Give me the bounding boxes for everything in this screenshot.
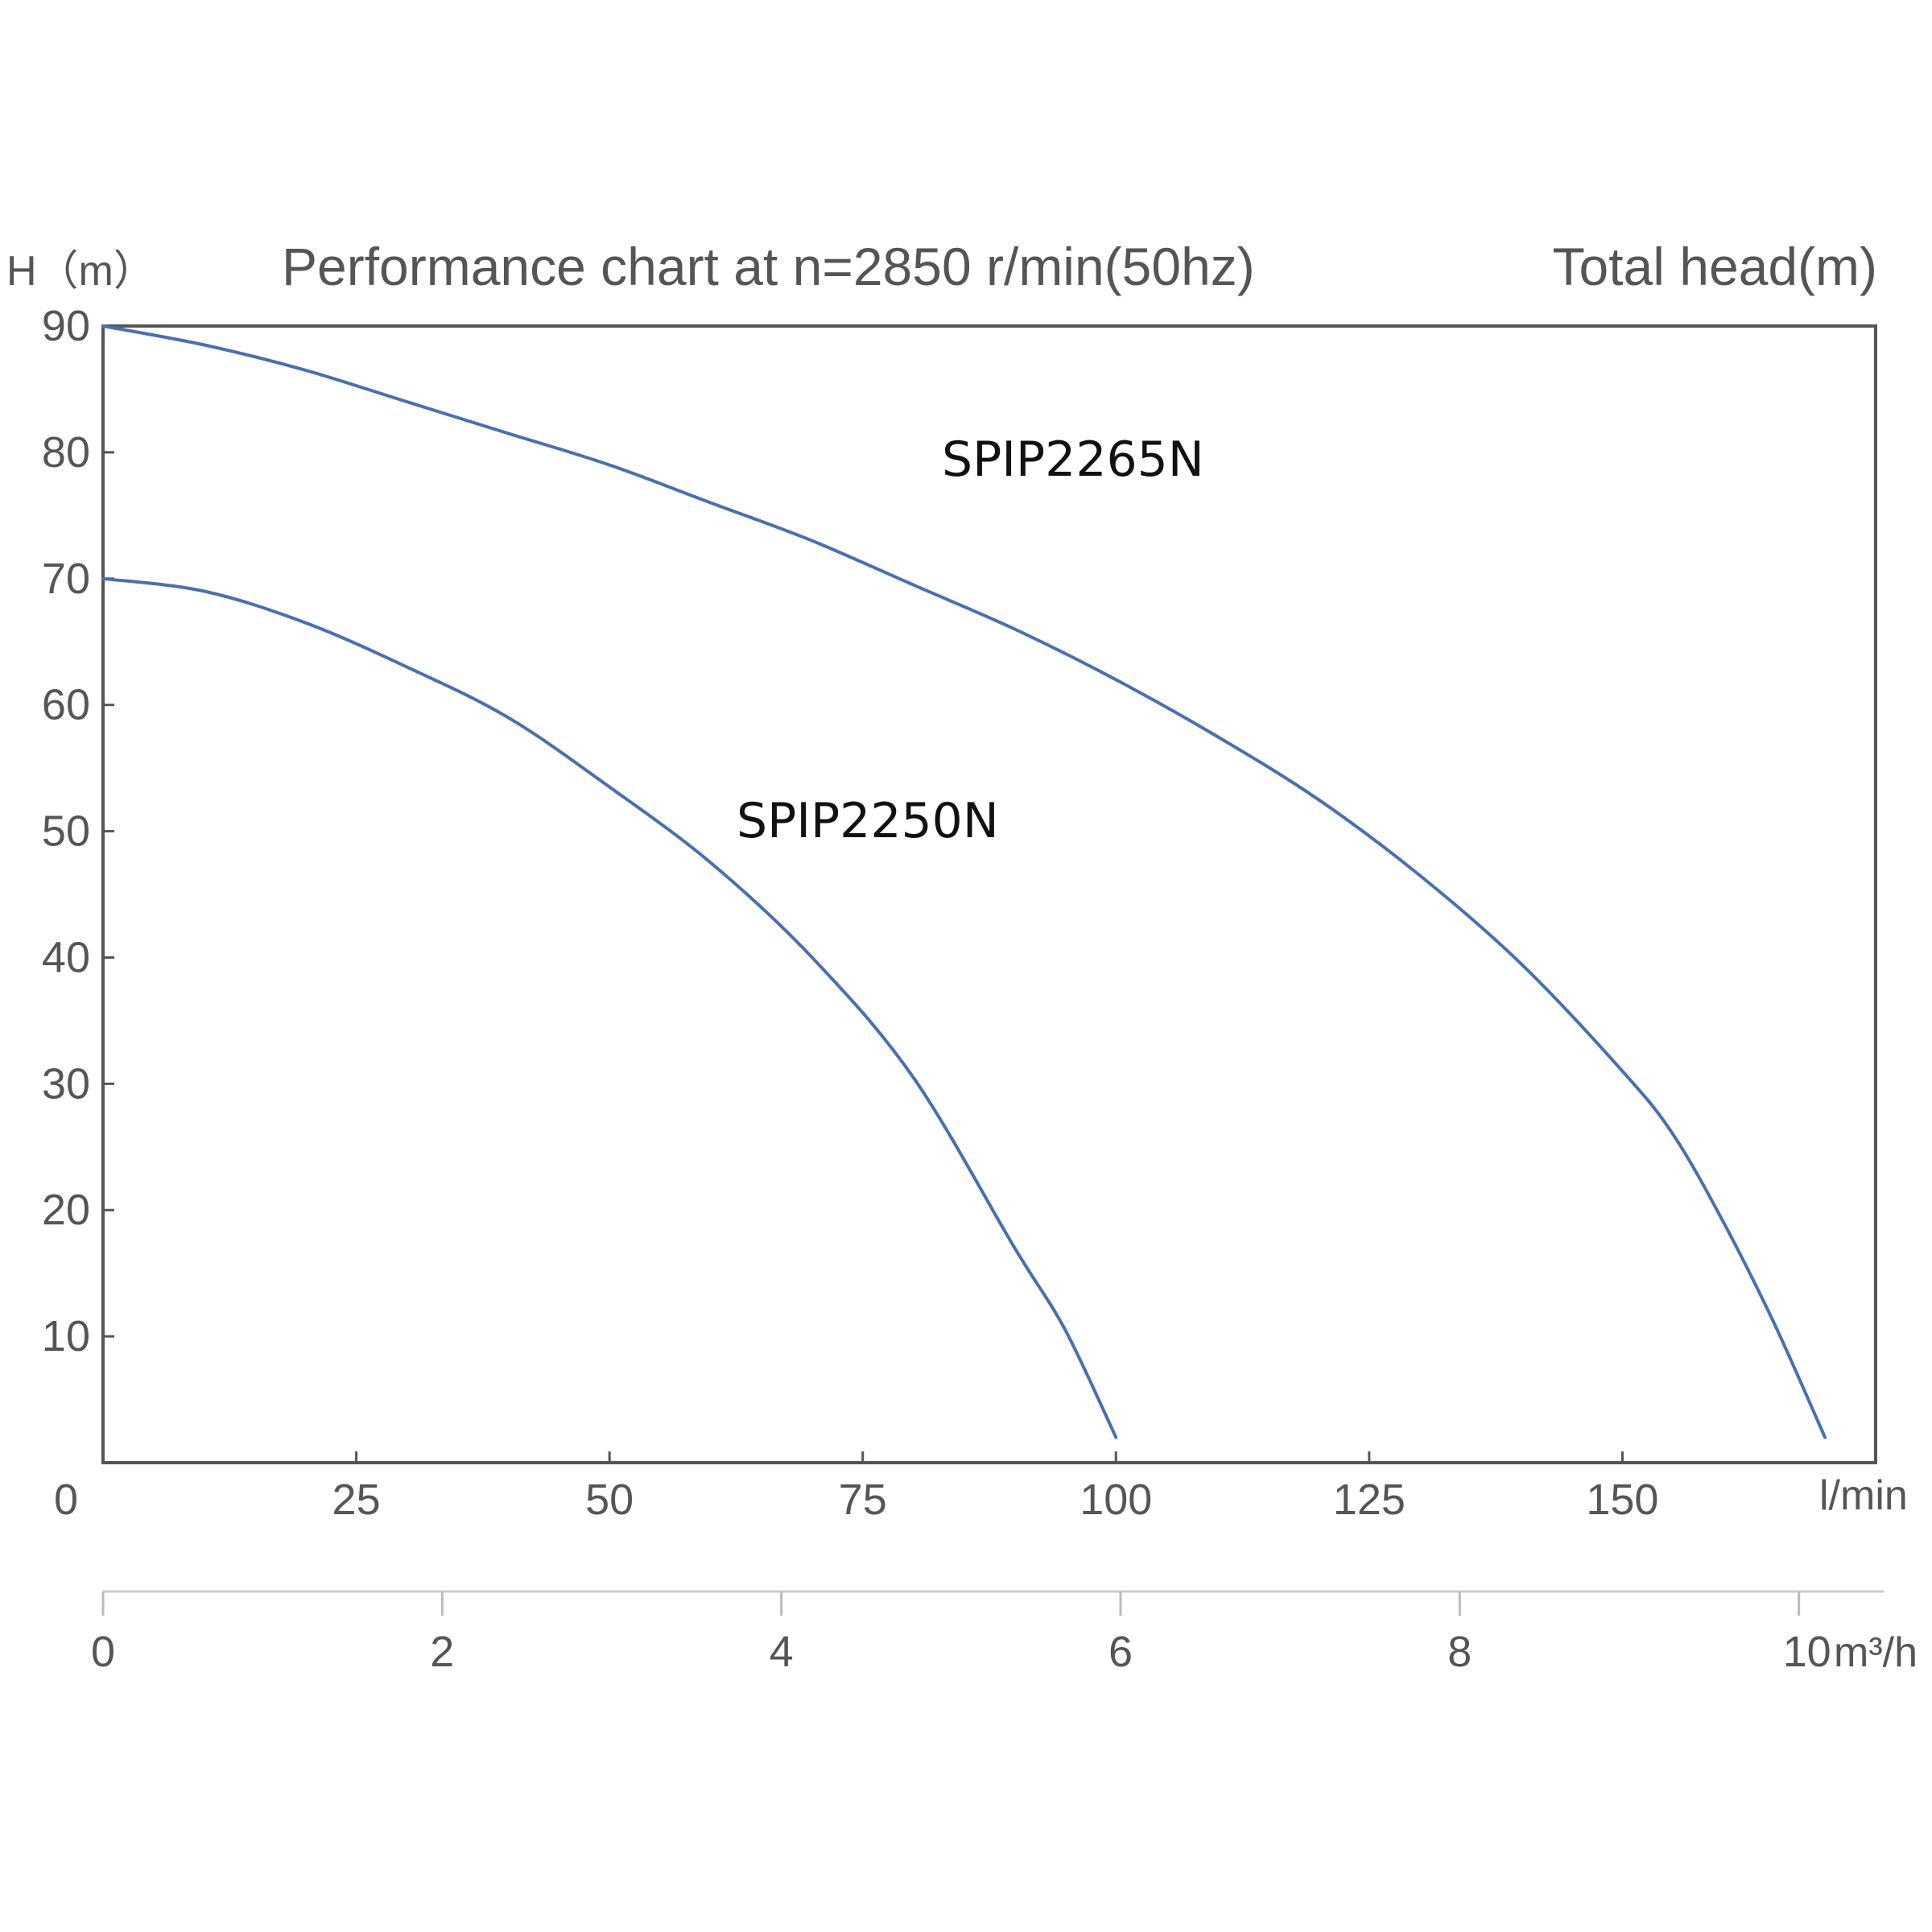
- y-tick-label: 40: [42, 933, 90, 981]
- series-line-spip2265n: [101, 324, 1827, 1439]
- curve-label-spip2265n: SPIP2265N: [942, 431, 1204, 488]
- x-axis-origin-label: 0: [54, 1476, 78, 1524]
- y-axis-label: H（m）: [6, 248, 155, 295]
- y-tick-label: 10: [42, 1312, 90, 1360]
- x2-tick-label: 10: [1783, 1628, 1831, 1676]
- y-tick-label: 50: [42, 807, 90, 856]
- y-tick-label: 70: [42, 555, 90, 603]
- y-tick-label: 30: [42, 1059, 90, 1108]
- x-axis-ticks: 25 50 75 100 125 150: [332, 1451, 1658, 1524]
- y-tick-label: 80: [42, 428, 90, 477]
- x-tick-label: 75: [839, 1476, 887, 1524]
- right-axis-title: Total head(m): [1552, 237, 1877, 296]
- series-line-spip2250n: [101, 576, 1118, 1439]
- curves: [101, 324, 1827, 1439]
- y-tick-label: 90: [42, 302, 90, 350]
- x-axis-unit-label: l/min: [1819, 1472, 1908, 1519]
- x-tick-label: 125: [1333, 1476, 1406, 1524]
- x2-tick-label: 8: [1447, 1628, 1472, 1676]
- y-tick-label: 60: [42, 681, 90, 729]
- x2-tick-label: 0: [91, 1628, 115, 1676]
- x-tick-label: 50: [585, 1476, 634, 1524]
- x-tick-label: 25: [332, 1476, 381, 1524]
- x2-tick-label: 6: [1108, 1628, 1133, 1676]
- x2-tick-label: 2: [430, 1628, 454, 1676]
- x-tick-label: 100: [1080, 1476, 1152, 1524]
- chart-title: Performance chart at n=2850 r/min(50hz): [282, 237, 1255, 296]
- secondary-x-axis-unit-label: m³/h: [1834, 1629, 1918, 1676]
- curve-label-spip2250n: SPIP2250N: [737, 793, 999, 849]
- x2-tick-label: 4: [770, 1628, 794, 1676]
- y-axis-ticks: 90 80 70 60 50 40 30 20 10: [42, 302, 114, 1360]
- plot-frame: [101, 324, 1877, 1464]
- y-tick-label: 20: [42, 1186, 90, 1234]
- secondary-x-axis-ticks: 0 2 4 6 8 10: [91, 1591, 1831, 1676]
- x-tick-label: 150: [1586, 1476, 1658, 1524]
